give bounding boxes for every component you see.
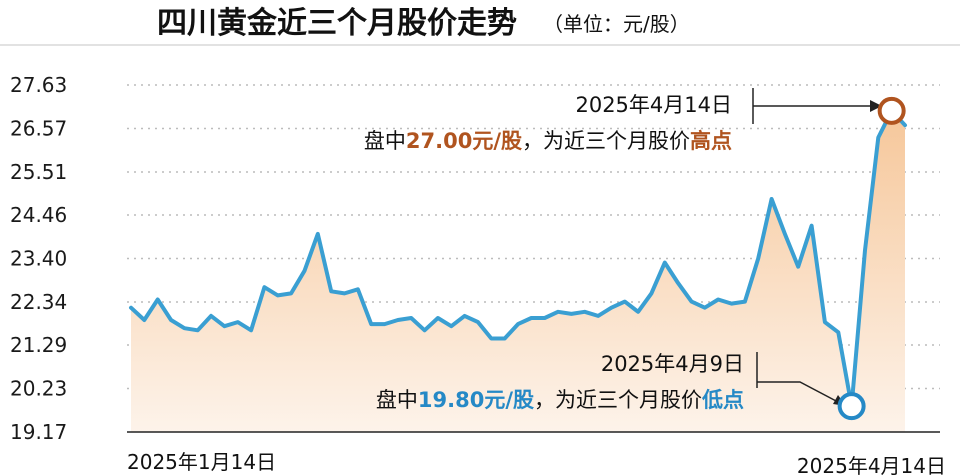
x-tick-end: 2025年4月14日 xyxy=(797,454,946,476)
high-date-label: 2025年4月14日 xyxy=(575,93,732,117)
low-point-marker xyxy=(837,392,866,421)
unit-label: （单位：元/股） xyxy=(543,12,690,36)
high-point-marker xyxy=(877,96,906,125)
price-line xyxy=(129,108,907,409)
high-annotation-text: 盘中27.00元/股，为近三个月股价高点 xyxy=(364,129,732,153)
y-axis-ticks: 27.63 26.57 25.51 24.46 23.40 22.34 21.29 20.23… xyxy=(10,73,67,444)
high-price: 27.00元/股 xyxy=(406,129,522,153)
low-price: 19.80元/股 xyxy=(418,388,534,412)
low-date-label: 2025年4月9日 xyxy=(601,352,744,376)
y-tick-label: 25.51 xyxy=(10,160,67,184)
y-tick-label: 23.40 xyxy=(10,247,67,271)
y-tick-label: 24.46 xyxy=(10,203,67,227)
low-annotation-text: 盘中19.80元/股，为近三个月股价低点 xyxy=(376,388,744,412)
y-tick-label: 20.23 xyxy=(10,377,67,401)
y-tick-label: 26.57 xyxy=(10,116,67,140)
y-tick-label: 21.29 xyxy=(10,333,67,357)
y-tick-label: 22.34 xyxy=(10,290,67,314)
high-middle: ，为近三个月股价 xyxy=(522,129,690,153)
high-prefix: 盘中 xyxy=(364,129,406,153)
low-word: 低点 xyxy=(701,388,744,412)
low-arrow-line xyxy=(757,381,839,403)
x-tick-start: 2025年1月14日 xyxy=(127,450,276,474)
high-word: 高点 xyxy=(690,129,732,153)
low-prefix: 盘中 xyxy=(376,388,418,412)
low-middle: ，为近三个月股价 xyxy=(534,388,702,412)
y-tick-label: 19.17 xyxy=(10,420,67,444)
high-arrow-head xyxy=(870,100,882,112)
chart-title: 四川黄金近三个月股价走势 xyxy=(157,6,517,41)
price-area xyxy=(131,110,905,433)
y-tick-label: 27.63 xyxy=(10,73,67,97)
